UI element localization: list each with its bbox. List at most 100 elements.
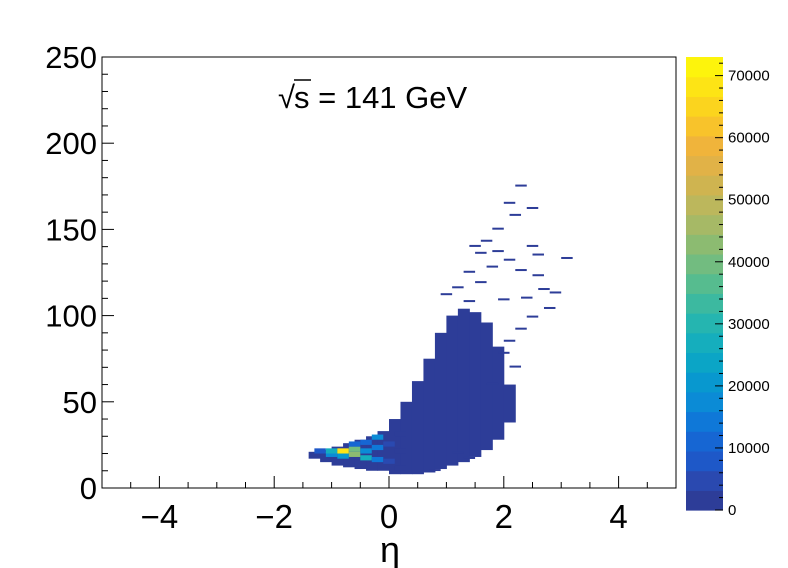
outlier-bin — [543, 306, 556, 309]
colorbar-swatch — [686, 313, 723, 334]
outlier-bin — [532, 274, 544, 277]
heatmap-bin — [371, 434, 384, 440]
outlier-bin — [429, 469, 441, 472]
envelope-column — [389, 419, 401, 475]
envelope-column — [411, 381, 424, 475]
outlier-bin — [538, 288, 550, 291]
outlier-bin — [469, 244, 481, 247]
outlier-bin — [498, 298, 510, 301]
outlier-bin — [521, 296, 533, 299]
heatmap-bin — [360, 448, 372, 454]
outlier-bin — [515, 184, 527, 187]
x-axis-title: η — [380, 529, 400, 568]
energy-annotation: √ s = 141 GeV — [278, 79, 468, 115]
outlier-bin — [509, 365, 522, 368]
outlier-bin — [532, 253, 544, 256]
x-axis: −4 −2 0 2 4 — [101, 476, 677, 535]
envelope-column — [434, 332, 447, 470]
outlier-bin — [486, 382, 499, 385]
x-tick-label: 2 — [495, 498, 513, 535]
colorbar-swatch — [686, 431, 723, 452]
envelope-column — [400, 401, 413, 475]
x-tick-label: −4 — [141, 498, 179, 535]
heatmap-bin — [360, 439, 372, 445]
envelope-column — [503, 384, 516, 423]
colorbar-swatch — [686, 214, 723, 235]
colorbar-swatch — [686, 391, 723, 413]
colorbar: 0 10000 20000 30000 40000 50000 60000 70000 — [686, 57, 770, 519]
colorbar-swatch — [686, 273, 723, 294]
outlier-bin — [452, 286, 464, 289]
heatmap-bin — [337, 453, 349, 459]
y-tick-label: 150 — [45, 212, 97, 247]
colorbar-tick-label: 20000 — [728, 378, 770, 395]
outlier-bin — [498, 351, 510, 354]
heatmap-bin — [394, 448, 407, 454]
outlier-bin — [475, 251, 487, 254]
colorbar-tick-label: 50000 — [728, 192, 770, 209]
colorbar-tick-label: 70000 — [728, 68, 770, 85]
colorbar-swatch — [686, 57, 723, 78]
outlier-bin — [526, 206, 539, 209]
colorbar-tick-label: 60000 — [728, 130, 770, 147]
colorbar-swatch — [686, 352, 723, 373]
y-tick-label: 0 — [80, 471, 97, 506]
colorbar-tick-label: 30000 — [728, 316, 770, 333]
heatmap-bin — [360, 455, 372, 461]
colorbar-swatch — [686, 155, 723, 176]
outlier-bin — [561, 256, 573, 259]
colorbar-swatch — [686, 175, 723, 196]
outlier-bin — [503, 201, 516, 204]
colorbar-swatch — [686, 76, 723, 97]
y-tick-label: 50 — [63, 385, 97, 420]
envelope-column — [457, 308, 470, 463]
envelope-column — [446, 315, 459, 466]
colorbar-swatch — [686, 234, 723, 255]
colorbar-swatch — [686, 253, 723, 275]
outlier-bin — [515, 327, 527, 330]
heatmap-bin — [348, 446, 361, 452]
outlier-bin — [526, 244, 539, 247]
outlier-bin — [503, 339, 516, 342]
outlier-bin — [486, 265, 499, 268]
heatmap-bin — [371, 456, 384, 463]
outlier-bin — [475, 281, 487, 284]
colorbar-swatches — [686, 57, 723, 511]
heatmap-bin — [394, 465, 407, 471]
outlier-bin — [492, 250, 504, 253]
envelope-column — [377, 431, 390, 471]
colorbar-tick-label: 0 — [728, 502, 736, 519]
outlier-bin — [463, 300, 476, 303]
envelope-column — [354, 439, 367, 470]
envelope-column — [308, 451, 321, 459]
sqrt-symbol: √ — [278, 80, 295, 115]
heatmap-bin — [348, 441, 361, 447]
colorbar-swatch — [686, 332, 723, 354]
envelope-column — [366, 436, 379, 471]
x-tick-label: 4 — [609, 498, 627, 535]
colorbar-swatch — [686, 194, 723, 216]
x-tick-label: 0 — [380, 498, 398, 535]
envelope-column — [492, 346, 505, 440]
colorbar-swatch — [686, 411, 723, 432]
outlier-bin — [452, 451, 464, 454]
colorbar-swatch — [686, 450, 723, 472]
colorbar-tick-label: 40000 — [728, 254, 770, 271]
colorbar-swatch — [686, 490, 723, 511]
heatmap-bin — [383, 458, 395, 464]
heatmap-bin — [371, 444, 384, 451]
outlier-bin — [440, 293, 453, 296]
plot-area: −4 −2 0 2 4 0 50 100 150 200 250 — [45, 40, 677, 535]
heatmap-bin — [314, 448, 326, 454]
y-tick-label: 100 — [45, 299, 97, 334]
outlier-bin — [549, 291, 562, 294]
plot-background — [102, 57, 676, 488]
heatmap-bins — [308, 184, 573, 475]
y-tick-label: 250 — [45, 40, 97, 75]
outlier-bin — [492, 227, 504, 230]
heatmap-bin — [325, 451, 338, 457]
colorbar-swatch — [686, 470, 723, 491]
outlier-bin — [515, 269, 527, 272]
heatmap-bin — [348, 451, 361, 457]
heatmap-bin — [383, 441, 395, 447]
